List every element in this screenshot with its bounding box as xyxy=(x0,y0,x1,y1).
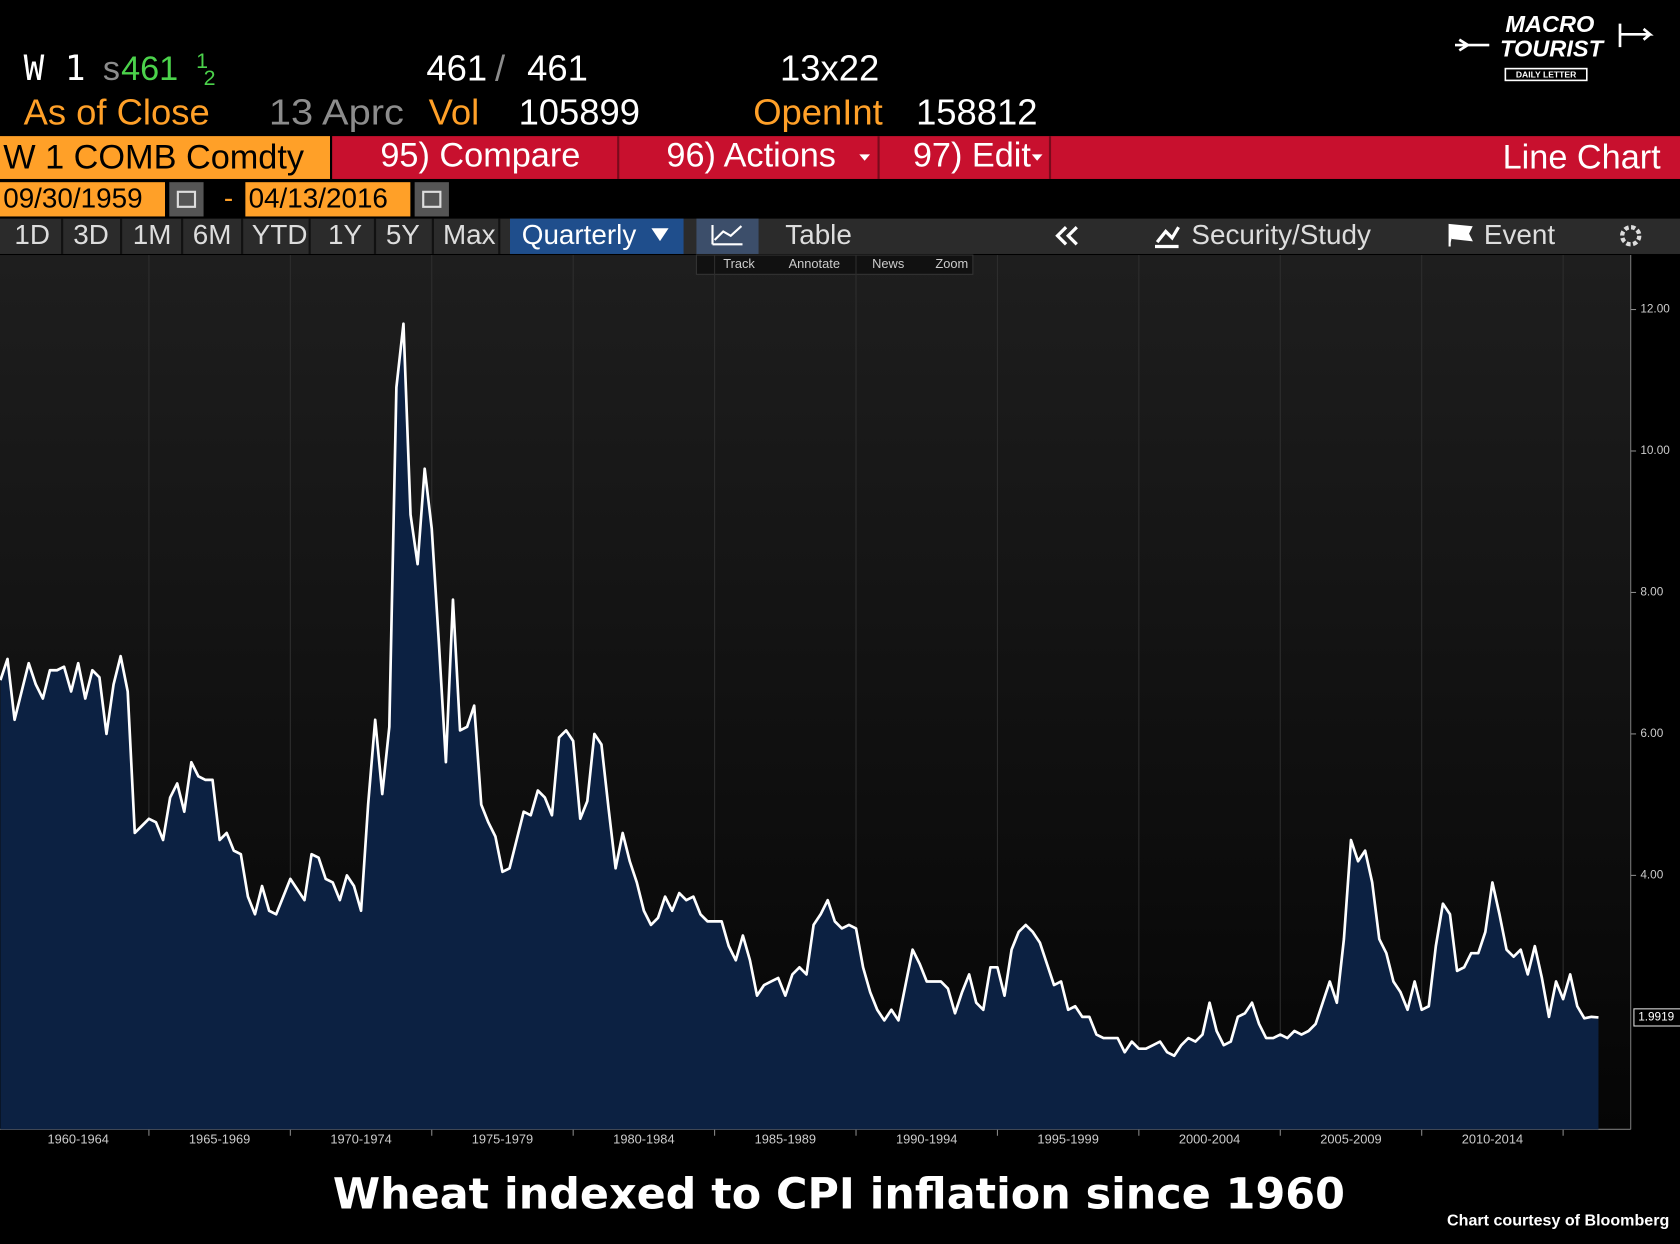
security-name[interactable]: W 1 COMB Comdty xyxy=(3,139,305,177)
chart-tool[interactable]: News xyxy=(872,256,904,271)
chart-tool[interactable]: Track xyxy=(723,256,755,271)
start-date[interactable]: 09/30/1959 xyxy=(3,183,142,214)
security-study-button[interactable]: Security/Study xyxy=(1191,219,1371,250)
as-of-label: As of Close xyxy=(24,91,210,132)
y-tick-label: 12.00 xyxy=(1640,303,1670,316)
period-tab[interactable]: 1D xyxy=(14,219,50,250)
y-tick-label: 6.00 xyxy=(1640,727,1663,740)
calendar-icon xyxy=(176,190,197,208)
period-tab[interactable]: Max xyxy=(443,219,496,250)
dropdown-arrow xyxy=(1031,154,1043,161)
chart-view-button[interactable] xyxy=(696,218,759,254)
as-of-date: 13 Aprc xyxy=(269,91,404,132)
dropdown-arrow xyxy=(651,228,669,242)
end-date[interactable]: 04/13/2016 xyxy=(249,183,388,214)
bid: 461 xyxy=(426,47,487,88)
menu-button[interactable]: 96) Actions xyxy=(666,137,836,175)
period-tab[interactable]: YTD xyxy=(252,219,308,250)
last-value-box xyxy=(1633,1008,1680,1027)
line xyxy=(0,322,1599,1058)
x-tick-label: 1980-1984 xyxy=(613,1131,674,1146)
period-tab[interactable]: 1M xyxy=(133,219,172,250)
bid-ask-separator: / xyxy=(495,47,506,88)
period-tab[interactable]: 6M xyxy=(193,219,232,250)
event-button[interactable]: Event xyxy=(1484,219,1555,250)
flag-icon xyxy=(1448,223,1473,247)
volume-label: Vol xyxy=(429,91,480,132)
x-tick-label: 2000-2004 xyxy=(1179,1131,1240,1146)
x-tick-label: 1990-1994 xyxy=(896,1131,957,1146)
dropdown-arrow xyxy=(859,154,870,161)
volume: 105899 xyxy=(519,91,641,132)
price-fraction: 2 xyxy=(204,66,216,90)
x-tick-label: 1975-1979 xyxy=(472,1131,533,1146)
x-tick-label: 2005-2009 xyxy=(1320,1131,1381,1146)
menu-button[interactable]: 95) Compare xyxy=(380,137,580,175)
menu-button[interactable]: 97) Edit xyxy=(913,137,1032,175)
security-box[interactable] xyxy=(0,136,330,179)
caption: Wheat indexed to CPI inflation since 196… xyxy=(333,1169,1345,1219)
tab-bar xyxy=(0,218,1680,254)
area xyxy=(0,323,1599,1130)
price-prefix: s xyxy=(103,50,120,88)
last-price: 461 xyxy=(121,50,178,88)
x-tick-label: 1970-1974 xyxy=(330,1131,391,1146)
chart-tool[interactable]: Zoom xyxy=(935,256,968,271)
y-tick-label: 8.00 xyxy=(1640,586,1663,599)
calendar-button[interactable] xyxy=(414,182,449,217)
x-tick-label: 1995-1999 xyxy=(1037,1131,1098,1146)
chart-tool[interactable]: Annotate xyxy=(789,256,840,271)
menu-bar xyxy=(332,136,1680,179)
date-input[interactable] xyxy=(245,182,411,217)
period-dropdown[interactable] xyxy=(510,218,684,254)
view-name: Line Chart xyxy=(1503,139,1662,177)
date-input[interactable] xyxy=(0,182,165,217)
logo-text: TOURIST xyxy=(1500,36,1606,62)
ticker: W 1 xyxy=(24,49,86,89)
tools-bar xyxy=(695,254,974,275)
open-interest: 158812 xyxy=(916,91,1038,132)
logo-text: MACRO xyxy=(1505,11,1594,37)
y-tick-label: 4.00 xyxy=(1640,868,1663,881)
settings-icon[interactable] xyxy=(1620,225,1642,247)
collapse-icon[interactable] xyxy=(1055,226,1078,246)
chart-icon xyxy=(711,225,743,246)
x-tick-label: 1985-1989 xyxy=(755,1131,816,1146)
credit: Chart courtesy of Bloomberg xyxy=(1447,1212,1669,1230)
period-tab[interactable]: 5Y xyxy=(386,219,420,250)
calendar-icon xyxy=(422,190,442,208)
logo-box xyxy=(1504,67,1588,82)
period-tab[interactable]: 1Y xyxy=(328,219,362,250)
x-tick-label: 1960-1964 xyxy=(47,1131,108,1146)
logo-subtitle: DAILY LETTER xyxy=(1516,69,1577,79)
x-tick-label: 2010-2014 xyxy=(1462,1131,1523,1146)
calendar-button[interactable] xyxy=(169,182,204,217)
last-value-label: 1.9919 xyxy=(1638,1011,1674,1024)
ask: 461 xyxy=(527,47,588,88)
open-interest-label: OpenInt xyxy=(753,91,883,132)
date-separator: - xyxy=(224,183,233,214)
y-tick-label: 10.00 xyxy=(1640,444,1670,457)
logo-arrow xyxy=(1455,23,1654,52)
table-button[interactable]: Table xyxy=(785,219,852,250)
bid-ask-size: 13x22 xyxy=(780,47,879,88)
price-fraction: 1 xyxy=(196,49,208,73)
period-tab[interactable]: 3D xyxy=(73,219,109,250)
x-tick-label: 1965-1969 xyxy=(189,1131,250,1146)
period-selected[interactable]: Quarterly xyxy=(522,219,637,250)
study-icon xyxy=(1155,226,1180,249)
